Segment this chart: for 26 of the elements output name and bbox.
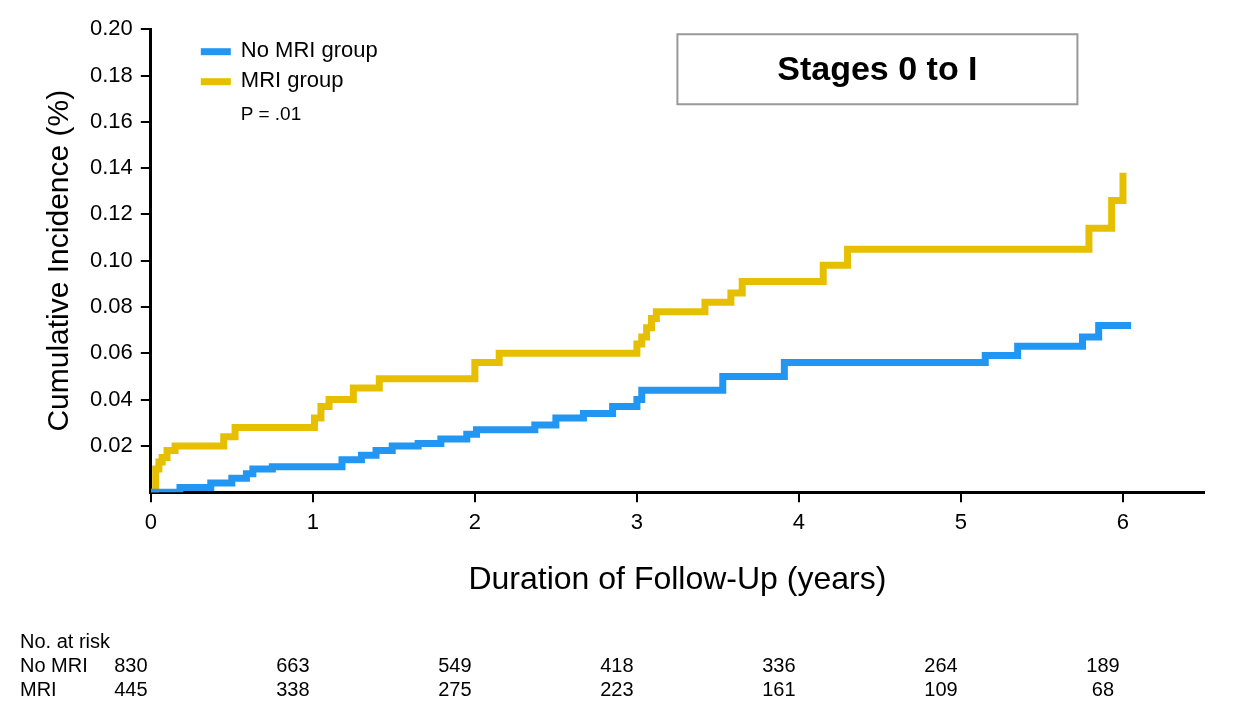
- x-axis-title: Duration of Follow-Up (years): [468, 559, 887, 596]
- text: No MRI 830 663 549 418 336 264 189: [20, 653, 1120, 676]
- x-tick-label: 3: [630, 509, 644, 535]
- y-tick-label: 0.08: [89, 293, 133, 319]
- annotation: P = .01: [240, 103, 302, 125]
- y-tick-label: 0.10: [89, 246, 133, 272]
- x-tick-label: 1: [306, 509, 319, 535]
- y-tick-label: 0.20: [89, 15, 133, 41]
- y-tick-label: 0.02: [89, 431, 133, 457]
- y-tick-label: 0.16: [89, 107, 133, 133]
- x-tick-label: 4: [792, 509, 806, 535]
- x-tick-label: 0: [144, 509, 157, 535]
- text: No. at risk: [20, 629, 112, 652]
- x-tick-label: 5: [954, 509, 968, 535]
- y-tick-label: 0.06: [89, 339, 133, 365]
- y-tick-label: 0.04: [89, 385, 133, 411]
- text: MRI 445 338 275 223 161 109 68: [20, 677, 1115, 700]
- legend-label: MRI group: [240, 67, 344, 93]
- y-tick-label: 0.14: [89, 154, 133, 180]
- legend-label: No MRI group: [240, 37, 378, 63]
- x-tick-label: 2: [468, 509, 481, 535]
- y-axis-title: Cumulative Incidence (%): [41, 89, 75, 432]
- y-tick-label: 0.18: [89, 61, 133, 87]
- y-tick-label: 0.12: [89, 200, 133, 226]
- text: Stages 0 to I: [777, 48, 978, 87]
- x-tick-label: 6: [1116, 509, 1130, 535]
